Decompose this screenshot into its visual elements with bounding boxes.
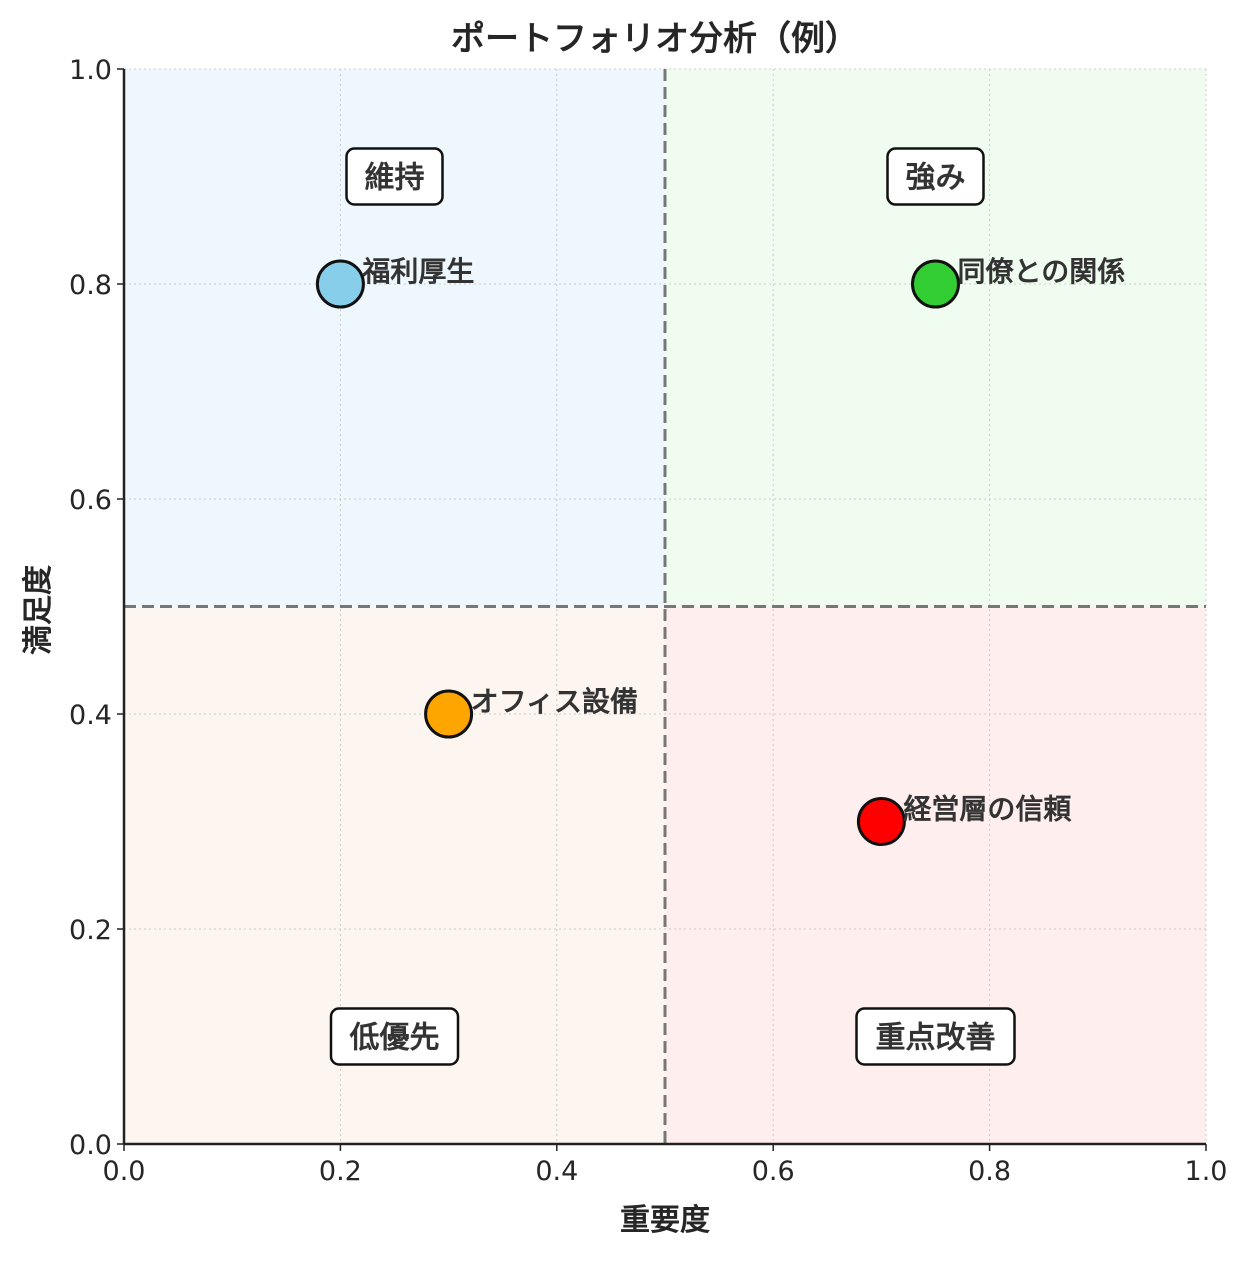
y-tick-label: 1.0	[69, 55, 112, 86]
x-tick-label: 0.4	[535, 1156, 578, 1187]
y-tick-label: 0.6	[69, 485, 112, 516]
data-point	[856, 797, 906, 846]
x-tick-label: 0.8	[968, 1156, 1011, 1187]
quadrant-label: 重点改善	[876, 1021, 996, 1056]
quadrant-label-box	[345, 147, 444, 206]
data-point-label: オフィス設備	[471, 685, 638, 718]
data-point-label: 経営層の信頼	[903, 793, 1072, 826]
data-point	[315, 259, 365, 309]
x-tick-label: 1.0	[1185, 1156, 1228, 1187]
quadrant-label-box	[855, 1007, 1016, 1066]
y-tick-label: 0.4	[69, 700, 112, 731]
y-tick-label: 0.0	[69, 1130, 112, 1161]
x-tick-label: 0.0	[103, 1156, 146, 1187]
data-point	[911, 259, 960, 309]
x-tick-label: 0.6	[752, 1156, 795, 1187]
quadrant-label: 低優先	[349, 1021, 440, 1056]
quadrant-label-box	[329, 1007, 460, 1066]
quadrant-label: 維持	[365, 161, 425, 196]
y-tick-label: 0.2	[69, 915, 112, 946]
y-tick-label: 0.8	[69, 270, 112, 301]
quadrant-label-box	[886, 147, 985, 206]
data-point	[424, 689, 474, 739]
x-tick-label: 0.2	[319, 1156, 362, 1187]
chart-title: ポートフォリオ分析（例）	[451, 19, 859, 59]
data-point-label: 福利厚生	[361, 255, 474, 288]
data-point-label: 同僚との関係	[958, 255, 1126, 288]
x-axis-label: 重要度	[620, 1203, 710, 1238]
quadrant-label: 強み	[906, 161, 966, 196]
y-axis-label: 満足度	[21, 565, 56, 655]
